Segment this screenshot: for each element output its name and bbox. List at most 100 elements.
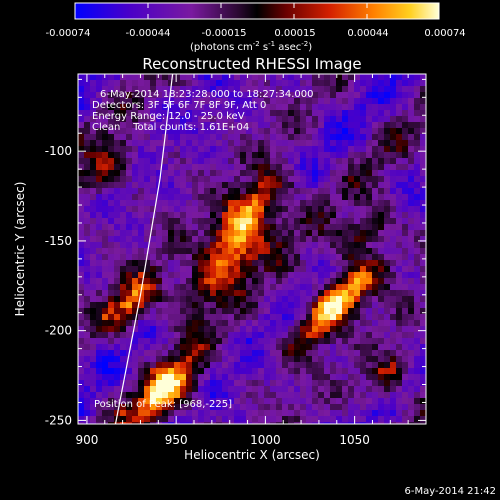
heatmap-cell	[228, 224, 235, 231]
heatmap-cell	[96, 188, 103, 195]
heatmap-cell	[384, 278, 391, 285]
heatmap-cell	[282, 254, 289, 261]
heatmap-cell	[288, 224, 295, 231]
heatmap-cell	[174, 200, 181, 207]
heatmap-cell	[336, 176, 343, 183]
heatmap-cell	[150, 122, 157, 129]
heatmap-cell	[198, 224, 205, 231]
heatmap-cell	[138, 212, 145, 219]
heatmap-cell	[144, 272, 151, 279]
heatmap-cell	[240, 392, 247, 399]
heatmap-cell	[192, 92, 199, 99]
heatmap-cell	[312, 386, 319, 393]
heatmap-cell	[192, 152, 199, 159]
heatmap-cell	[270, 260, 277, 267]
heatmap-cell	[252, 392, 259, 399]
heatmap-cell	[180, 248, 187, 255]
heatmap-cell	[330, 386, 337, 393]
heatmap-cell	[198, 200, 205, 207]
heatmap-cell	[198, 344, 205, 351]
heatmap-cell	[306, 422, 313, 424]
heatmap-cell	[408, 320, 415, 327]
heatmap-cell	[252, 266, 259, 273]
heatmap-cell	[90, 176, 97, 183]
heatmap-cell	[174, 356, 181, 363]
heatmap-cell	[120, 254, 127, 261]
heatmap-cell	[138, 404, 145, 411]
heatmap-cell	[204, 110, 211, 117]
heatmap-cell	[186, 98, 193, 105]
heatmap-cell	[174, 116, 181, 123]
heatmap-cell	[276, 110, 283, 117]
heatmap-cell	[408, 212, 415, 219]
heatmap-cell	[234, 116, 241, 123]
heatmap-cell	[228, 410, 235, 417]
heatmap-cell	[246, 170, 253, 177]
heatmap-cell	[210, 422, 217, 424]
heatmap-cell	[90, 134, 97, 141]
heatmap-cell	[264, 398, 271, 405]
heatmap-cell	[306, 158, 313, 165]
heatmap-cell	[294, 158, 301, 165]
heatmap-cell	[330, 134, 337, 141]
heatmap-cell	[102, 110, 109, 117]
heatmap-cell	[204, 212, 211, 219]
heatmap-cell	[258, 272, 265, 279]
heatmap-cell	[198, 152, 205, 159]
heatmap-cell	[318, 188, 325, 195]
heatmap-cell	[252, 404, 259, 411]
heatmap-cell	[324, 86, 331, 93]
heatmap-cell	[330, 338, 337, 345]
heatmap-cell	[414, 152, 421, 159]
heatmap-cell	[90, 242, 97, 249]
heatmap-cell	[168, 92, 175, 99]
heatmap-cell	[156, 344, 163, 351]
heatmap-cell	[234, 134, 241, 141]
heatmap-cell	[168, 386, 175, 393]
heatmap-cell	[228, 314, 235, 321]
heatmap-cell	[408, 416, 415, 423]
heatmap-cell	[108, 308, 115, 315]
heatmap-cell	[222, 218, 229, 225]
heatmap-cell	[276, 290, 283, 297]
heatmap-cell	[390, 326, 397, 333]
heatmap-cell	[198, 176, 205, 183]
heatmap-cell	[342, 128, 349, 135]
heatmap-cell	[300, 212, 307, 219]
heatmap-cell	[342, 188, 349, 195]
heatmap-cell	[264, 362, 271, 369]
heatmap-cell	[330, 140, 337, 147]
heatmap-cell	[216, 374, 223, 381]
heatmap-cell	[312, 182, 319, 189]
heatmap-cell	[90, 392, 97, 399]
heatmap-cell	[216, 212, 223, 219]
heatmap-cell	[240, 308, 247, 315]
heatmap-cell	[360, 224, 367, 231]
heatmap-cell	[162, 338, 169, 345]
heatmap-cell	[180, 194, 187, 201]
heatmap-cell	[228, 260, 235, 267]
heatmap-cell	[312, 356, 319, 363]
heatmap-cell	[96, 296, 103, 303]
heatmap-cell	[114, 182, 121, 189]
heatmap-cell	[270, 92, 277, 99]
heatmap-cell	[378, 296, 385, 303]
heatmap-cell	[150, 398, 157, 405]
heatmap-cell	[258, 356, 265, 363]
heatmap-cell	[360, 290, 367, 297]
heatmap-cell	[324, 188, 331, 195]
heatmap-cell	[114, 380, 121, 387]
heatmap-cell	[108, 80, 115, 87]
heatmap-cell	[78, 236, 85, 243]
heatmap-cell	[90, 140, 97, 147]
heatmap-cell	[402, 206, 409, 213]
heatmap-cell	[420, 140, 426, 147]
heatmap-cell	[318, 110, 325, 117]
heatmap-cell	[198, 242, 205, 249]
heatmap-cell	[228, 404, 235, 411]
heatmap-cell	[336, 380, 343, 387]
heatmap-cell	[342, 272, 349, 279]
heatmap-cell	[84, 146, 91, 153]
heatmap-cell	[144, 266, 151, 273]
heatmap-cell	[282, 218, 289, 225]
